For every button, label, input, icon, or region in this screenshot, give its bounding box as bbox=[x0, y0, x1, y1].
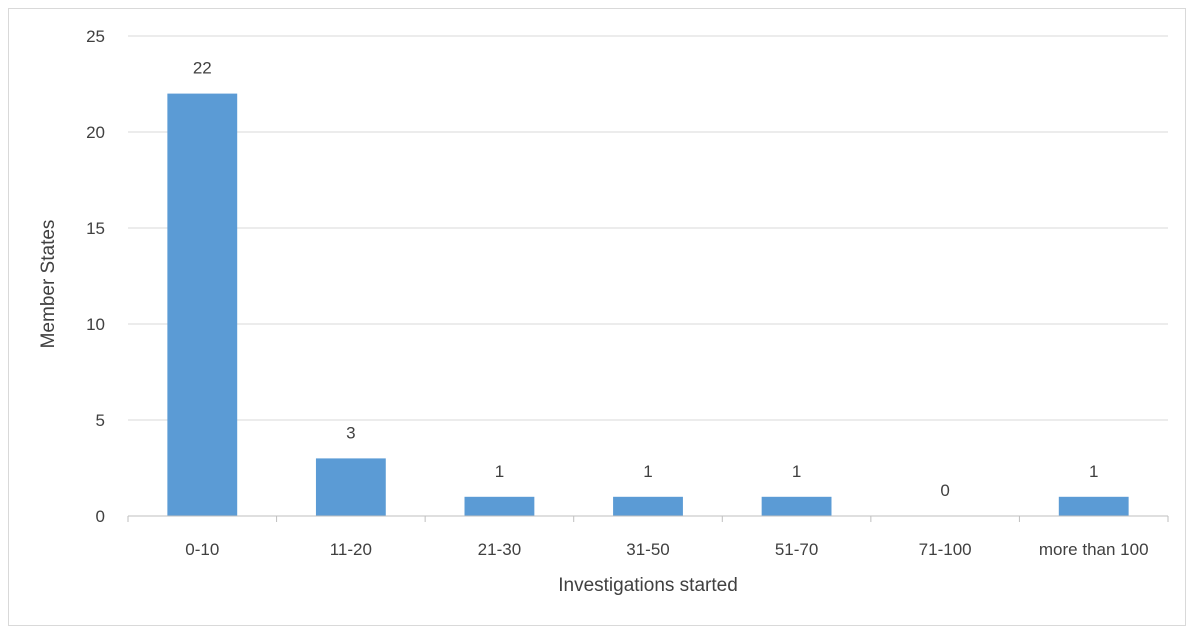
x-axis-tick-labels: 0-10 11-20 21-30 31-50 51-70 71-100 more than … bbox=[185, 540, 1148, 559]
y-tick-label: 20 bbox=[86, 123, 105, 142]
data-label: 1 bbox=[792, 462, 801, 481]
y-tick-label: 5 bbox=[96, 411, 105, 430]
x-tick-label: 71-100 bbox=[919, 540, 972, 559]
bar-21-30 bbox=[464, 496, 535, 516]
data-label: 1 bbox=[643, 462, 652, 481]
bar-more-than-100 bbox=[1058, 496, 1129, 516]
data-label: 22 bbox=[193, 59, 212, 78]
bar-31-50 bbox=[613, 496, 683, 516]
bars bbox=[167, 93, 1129, 516]
y-tick-label: 15 bbox=[86, 219, 105, 238]
y-tick-label: 25 bbox=[86, 27, 105, 46]
x-tick-label: more than 100 bbox=[1039, 540, 1149, 559]
y-axis-title: Member States bbox=[38, 220, 59, 349]
x-tick-label: 11-20 bbox=[330, 540, 372, 559]
x-tick-label: 51-70 bbox=[775, 540, 818, 559]
bar-0-10 bbox=[167, 93, 238, 516]
x-tick-label: 21-30 bbox=[478, 540, 521, 559]
x-tick-label: 31-50 bbox=[626, 540, 669, 559]
y-axis-tick-labels: 0 5 10 15 20 25 bbox=[86, 27, 105, 526]
bar-11-20 bbox=[315, 458, 386, 516]
gridlines bbox=[128, 35, 1168, 421]
y-tick-label: 0 bbox=[96, 507, 105, 526]
x-tick-label: 0-10 bbox=[185, 540, 219, 559]
x-axis bbox=[127, 515, 1169, 522]
x-axis-title: Investigations started bbox=[558, 575, 738, 596]
data-label: 1 bbox=[495, 462, 504, 481]
y-tick-label: 10 bbox=[86, 315, 105, 334]
bar-51-70 bbox=[761, 496, 832, 516]
data-label: 0 bbox=[940, 481, 949, 500]
data-label: 3 bbox=[346, 423, 355, 442]
data-label: 1 bbox=[1089, 462, 1098, 481]
data-labels: 22 3 1 1 1 0 1 bbox=[193, 59, 1099, 500]
